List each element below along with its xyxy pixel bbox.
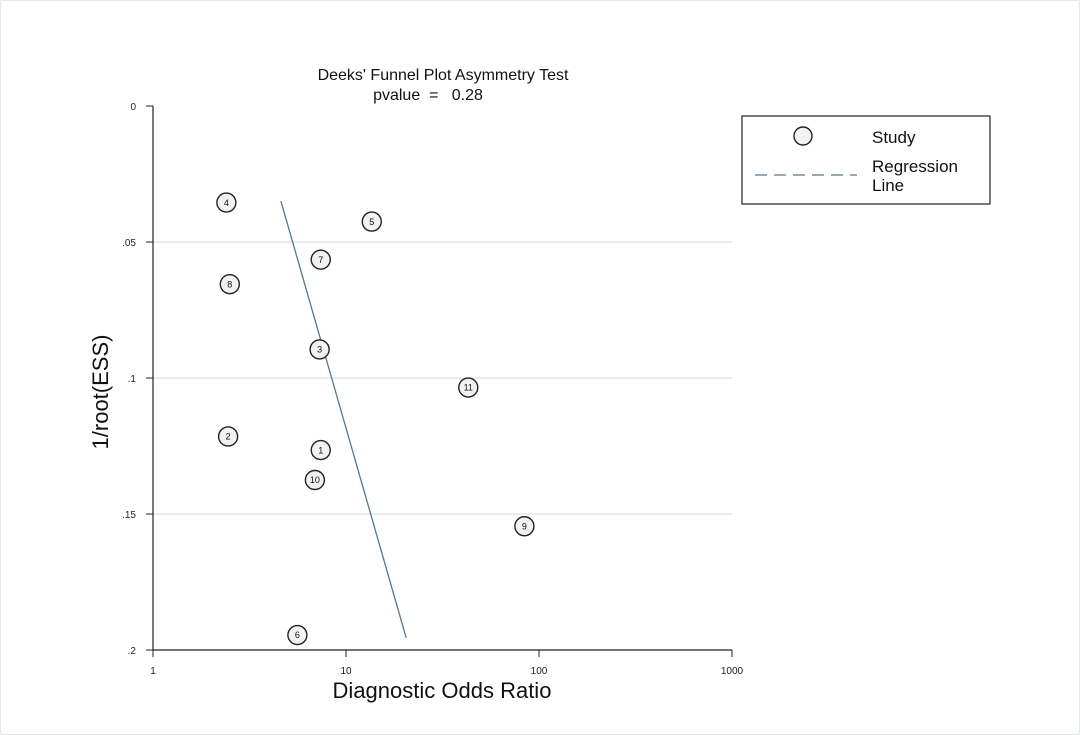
y-tick-label-4: .2 [128,646,137,657]
x-tick-label-2: 100 [531,666,548,677]
gridlines [153,241,732,515]
regression-series [280,201,407,638]
study-point-label-2: 2 [226,432,231,442]
tick-labels: 0 .05 .1 .15 .2 1 10 100 1000 [122,102,743,677]
study-point-label-4: 4 [224,198,229,208]
y-tick-label-2: .1 [128,374,137,385]
study-point-label-9: 9 [522,521,527,531]
regression-line [280,201,407,638]
study-point-9 [514,516,535,537]
legend-regression-label-2: Line [872,176,904,195]
x-axis-label: Diagnostic Odds Ratio [333,678,552,703]
study-point-label-7: 7 [318,255,323,265]
legend-box [741,115,991,205]
study-point-2 [217,426,239,447]
study-point-10 [304,469,326,491]
study-point-7 [310,249,331,270]
study-point-3 [309,339,330,360]
study-point-label-6: 6 [295,630,300,640]
axes [146,105,733,657]
x-tick-label-3: 1000 [721,666,744,677]
study-point-label-3: 3 [317,345,322,355]
study-point-label-11: 11 [464,383,473,393]
legend-study-label: Study [872,128,916,147]
chart-title: Deeks' Funnel Plot Asymmetry Test [318,67,569,84]
y-tick-label-0: 0 [130,102,136,113]
study-point-5 [361,211,382,232]
legend: Study Regression Line [741,115,991,205]
study-point-6 [287,624,308,646]
study-point-label-10: 10 [310,475,320,485]
study-point-8 [219,273,241,295]
chart-subtitle: pvalue = 0.28 [373,87,483,104]
y-tick-label-1: .05 [122,238,136,249]
x-tick-label-0: 1 [150,666,156,677]
study-points: 1 2 3 4 5 6 7 8 9 10 11 [216,192,535,646]
x-tick-label-1: 10 [340,666,352,677]
study-point-4 [216,192,237,213]
study-point-label-5: 5 [369,217,374,227]
y-tick-label-3: .15 [122,510,136,521]
study-point-label-8: 8 [227,279,232,289]
study-point-label-1: 1 [318,445,323,455]
study-point-1 [310,439,331,461]
legend-regression-label-1: Regression [872,157,958,176]
y-axis-label: 1/root(ESS) [88,335,113,450]
study-point-11 [458,377,479,398]
legend-study-marker [793,126,813,146]
